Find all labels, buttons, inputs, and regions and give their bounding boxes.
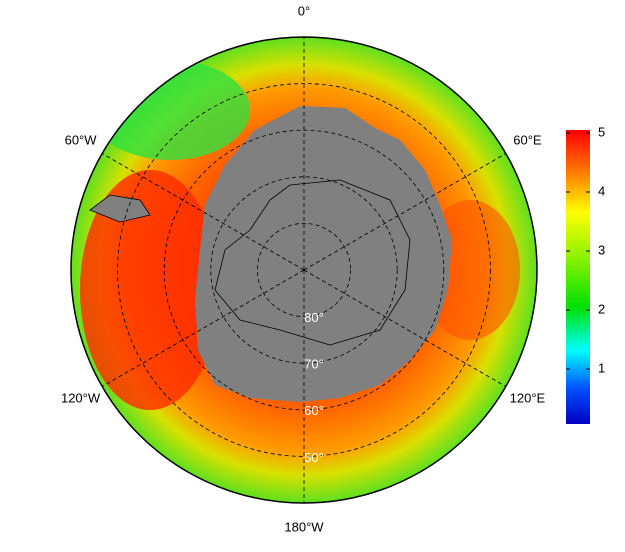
longitude-label: 60°W	[65, 132, 98, 147]
meridian	[102, 269, 305, 387]
latitude-circle	[256, 222, 351, 317]
longitude-label: 60°E	[513, 132, 542, 147]
colorbar-tick-label: 1	[598, 361, 605, 376]
latitude-label: 60°	[304, 403, 324, 418]
colorbar-tick-label: 3	[598, 242, 605, 257]
labels: 80° 70° 60° 50° 0° 60°E 120°E 180°W 120°W 60°W 1 2 3…	[61, 3, 605, 534]
longitude-label: 0°	[298, 3, 310, 18]
colorbar-tick-label: 2	[598, 301, 605, 316]
antarctica	[195, 106, 452, 402]
south-america-tip	[89, 194, 151, 223]
coastline	[214, 179, 411, 346]
meridian	[102, 153, 305, 271]
longitude-label: 120°W	[61, 390, 101, 405]
longitude-label: 120°E	[510, 390, 546, 405]
colorbar	[566, 130, 590, 424]
graticule	[102, 37, 506, 503]
latitude-label: 70°	[304, 357, 324, 372]
longitude-label: 180°W	[284, 519, 324, 534]
colorbar-tick-label: 5	[598, 124, 605, 139]
meridian	[303, 153, 506, 271]
latitude-circle	[210, 176, 398, 364]
map-border	[70, 36, 538, 504]
colorbar-tick-label: 4	[598, 183, 605, 198]
latitude-label: 50°	[304, 450, 324, 465]
latitude-label: 80°	[304, 310, 324, 325]
meridian	[303, 269, 506, 387]
latitude-circle	[117, 83, 491, 457]
latitude-circle	[163, 129, 445, 411]
